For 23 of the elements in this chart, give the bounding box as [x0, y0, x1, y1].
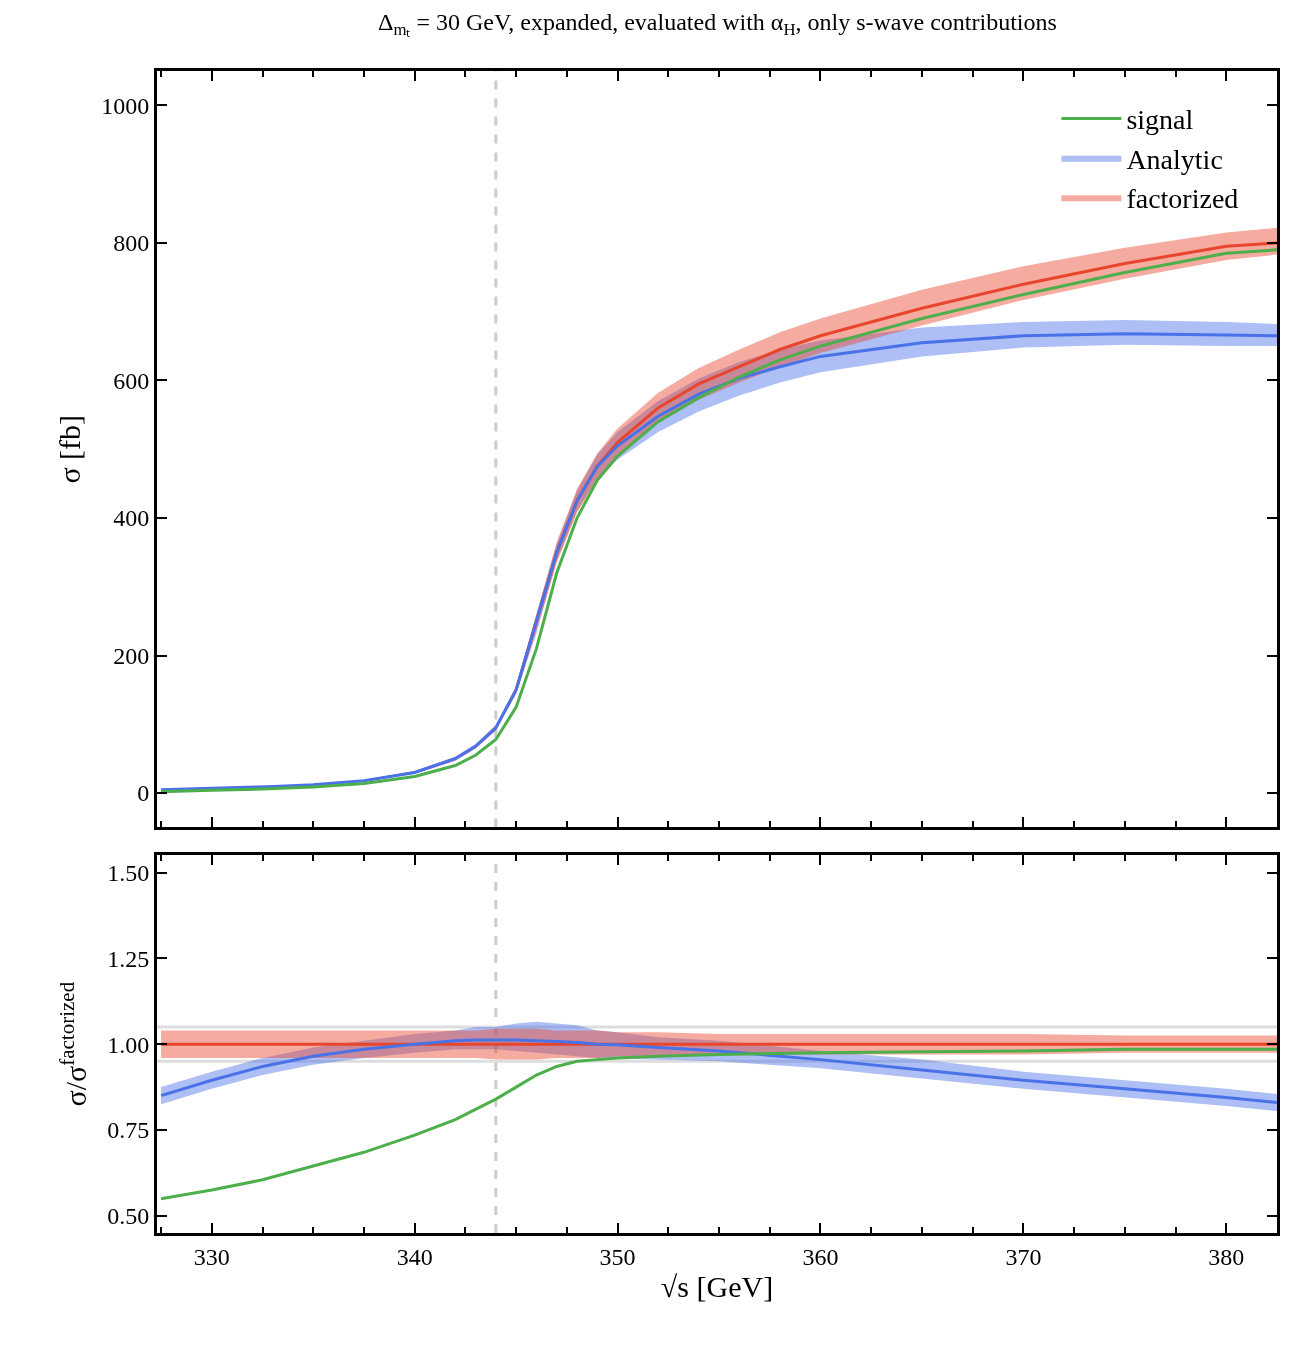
- y-tick-label: 800: [113, 230, 150, 257]
- y-tick-label: 1000: [101, 92, 150, 119]
- legend-label: Analytic: [1126, 143, 1223, 175]
- y-tick-label: 0.50: [107, 1203, 150, 1230]
- x-tick-label: 370: [1005, 1243, 1042, 1270]
- legend-label: signal: [1126, 104, 1194, 136]
- y-tick-label: 1.00: [107, 1031, 150, 1058]
- y-axis-title: σ [fb]: [53, 414, 87, 484]
- x-tick-label: 350: [599, 1243, 636, 1270]
- y-tick-label: 0.75: [107, 1117, 150, 1144]
- x-tick-label: 360: [802, 1243, 839, 1270]
- x-tick-label: 330: [193, 1243, 230, 1270]
- y-tick-label: 1.50: [107, 859, 150, 886]
- x-tick-label: 380: [1208, 1243, 1245, 1270]
- legend-label: factorized: [1126, 183, 1239, 215]
- y-tick-label: 400: [113, 505, 150, 532]
- x-tick-label: 340: [396, 1243, 433, 1270]
- x-axis-title: √s [GeV]: [660, 1270, 774, 1304]
- y-tick-label: 0: [137, 780, 150, 807]
- y-tick-label: 200: [113, 642, 150, 669]
- y-tick-label: 1.25: [107, 945, 150, 972]
- chart-title: Δ$_{mₜ}$ = 30 GeV, expanded, evaluated with α$_{H}$, only s-wave contributions: [378, 9, 1057, 40]
- y-tick-label: 600: [113, 367, 150, 394]
